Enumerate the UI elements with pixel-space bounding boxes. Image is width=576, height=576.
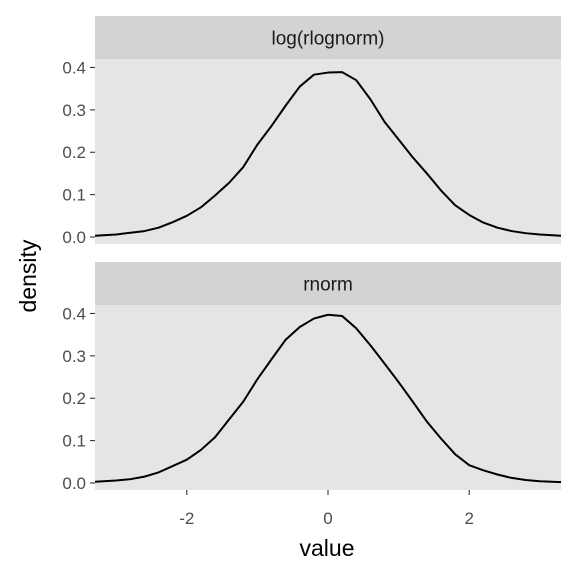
facet-panel-1: rnorm 0.0 0.1 0.2 0.3 0.4 (62, 262, 561, 493)
facet-strip-label: log(rlognorm) (272, 29, 385, 50)
facet-panel-0: log(rlognorm) 0.0 0.1 0.2 0.3 0.4 (62, 16, 561, 247)
x-axis-title: value (300, 535, 355, 561)
plot-panel-background (95, 305, 561, 490)
y-tick-label: 0.3 (62, 347, 86, 366)
y-tick-label: 0.4 (62, 304, 86, 323)
x-tick-label: 0 (323, 509, 332, 528)
y-tick-label: 0.3 (62, 101, 86, 120)
y-tick-label: 0.1 (62, 186, 86, 205)
plot-panel-background (95, 59, 561, 244)
facet-strip-label: rnorm (303, 275, 353, 296)
y-tick-label: 0.1 (62, 432, 86, 451)
y-tick-label: 0.0 (62, 228, 86, 247)
y-axis-title: density (15, 239, 41, 312)
y-tick-label: 0.2 (62, 143, 86, 162)
y-tick-label: 0.2 (62, 389, 86, 408)
x-tick-label: 2 (464, 509, 473, 528)
y-tick-label: 0.0 (62, 474, 86, 493)
x-tick-label: -2 (179, 509, 194, 528)
y-tick-label: 0.4 (62, 58, 86, 77)
